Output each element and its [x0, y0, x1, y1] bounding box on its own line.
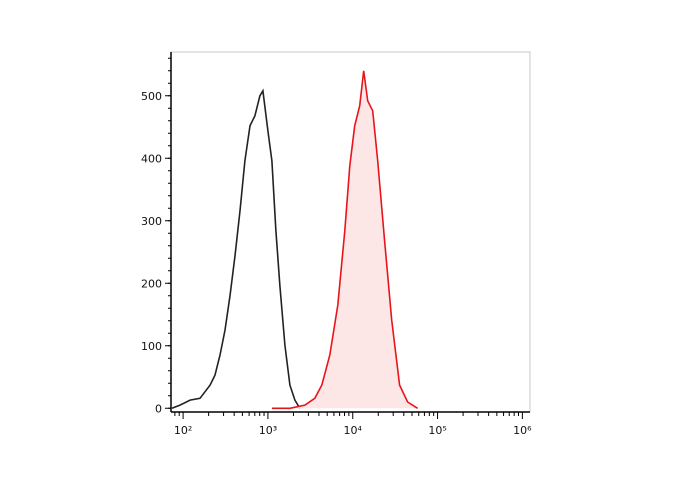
- x-tick-label: 10⁶: [513, 424, 532, 437]
- histogram-line: [271, 70, 419, 410]
- y-tick-label: 200: [141, 277, 162, 290]
- y-tick-label: 0: [155, 402, 162, 415]
- x-tick-label: 10³: [259, 424, 277, 437]
- y-tick-label: 100: [141, 340, 162, 353]
- y-tick-label: 500: [141, 90, 162, 103]
- histogram-line: [171, 88, 301, 410]
- y-tick-label: 300: [141, 215, 162, 228]
- y-tick-label: 400: [141, 152, 162, 165]
- x-tick-label: 10²: [174, 424, 192, 437]
- x-tick-label: 10⁵: [428, 424, 446, 437]
- x-tick-label: 10⁴: [344, 424, 363, 437]
